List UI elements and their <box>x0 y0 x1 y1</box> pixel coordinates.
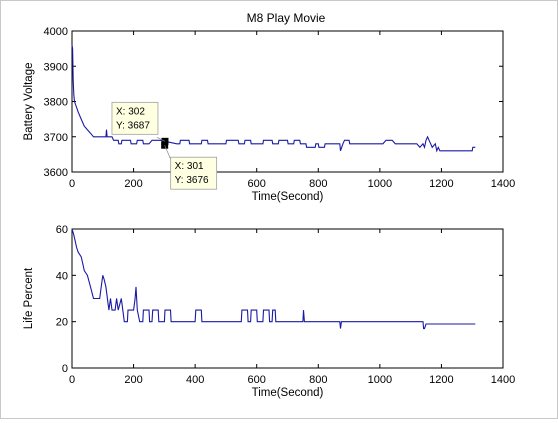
x-tick-label: 200 <box>124 374 142 386</box>
life-percent-axes-box <box>71 228 504 369</box>
x-tick-label: 600 <box>248 374 266 386</box>
x-tick-label: 1400 <box>491 178 515 190</box>
x-tick-label: 0 <box>69 374 75 386</box>
x-axis-label: Time(Second) <box>252 191 324 203</box>
datatip-y-text: Y: 3687 <box>116 120 150 131</box>
datatip-leader <box>164 145 171 160</box>
x-tick-label: 200 <box>124 178 142 190</box>
y-tick-label: 40 <box>56 270 68 282</box>
datatip-box[interactable] <box>111 101 159 135</box>
x-tick-label: 400 <box>186 374 204 386</box>
x-tick-label: 600 <box>248 178 266 190</box>
chart-title: M8 Play Movie <box>247 11 326 25</box>
x-tick-label: 1000 <box>368 374 392 386</box>
x-tick-label: 0 <box>69 178 75 190</box>
x-tick-label: 800 <box>309 374 327 386</box>
y-tick-label: 3800 <box>44 97 68 109</box>
life-percent-series-line <box>71 228 476 330</box>
battery-voltage-series-line <box>71 45 476 153</box>
battery-voltage-plot: 0200400600800100012001400360037003800390… <box>23 26 515 203</box>
y-tick-label: 0 <box>62 363 68 375</box>
datatip-y-text: Y: 3676 <box>175 175 209 186</box>
y-tick-label: 3900 <box>44 61 68 73</box>
life-percent-plot: 0 200 400 600 800 1000 1200 1400 0 20 40 60 Time(Sec… <box>23 224 515 399</box>
y-tick-label: 3700 <box>44 132 68 144</box>
x-axis-label: Time(Second) <box>252 387 324 399</box>
y-axis-label: Battery Voltage <box>23 63 35 141</box>
x-tick-label: 1200 <box>429 374 453 386</box>
datatip-box[interactable] <box>170 156 218 190</box>
y-tick-label: 4000 <box>44 26 68 38</box>
x-tick-label: 800 <box>309 178 327 190</box>
y-tick-label: 60 <box>56 224 68 236</box>
datatip-leader <box>156 137 166 142</box>
y-tick-label: 3600 <box>44 167 68 179</box>
y-tick-label: 20 <box>56 317 68 329</box>
datatip-x-text: X: 302 <box>116 106 145 117</box>
battery-voltage-axes-box <box>71 30 504 173</box>
y-axis-label: Life Percent <box>23 267 35 329</box>
x-tick-label: 1400 <box>491 374 515 386</box>
datatip-x-text: X: 301 <box>175 161 204 172</box>
x-tick-label: 1200 <box>429 178 453 190</box>
x-tick-label: 1000 <box>368 178 392 190</box>
